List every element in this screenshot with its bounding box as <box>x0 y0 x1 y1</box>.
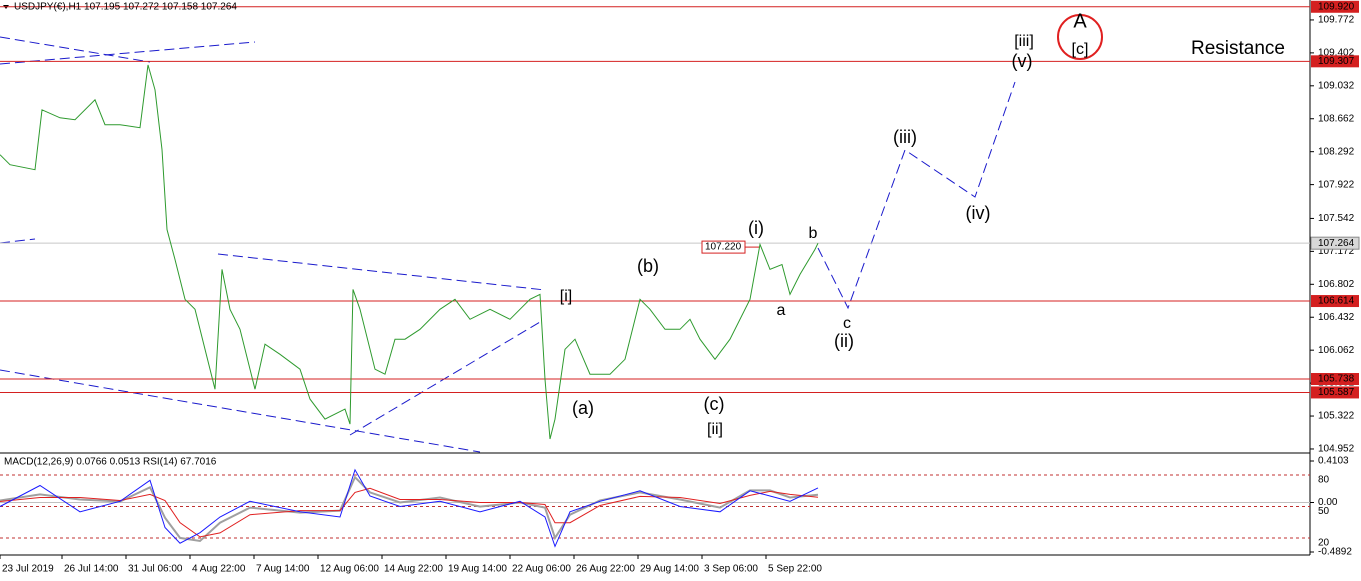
channel-line <box>217 253 546 291</box>
series-line <box>0 468 819 548</box>
y-tick-label: 108.292 <box>1318 146 1355 157</box>
y-tick-label: -0.4892 <box>1318 547 1352 558</box>
channel-line <box>0 41 256 65</box>
y-tick-label: 107.922 <box>1318 179 1355 190</box>
wave-label: [ii] <box>707 421 723 438</box>
wave-label: (c) <box>704 394 725 414</box>
wave-label: (v) <box>1012 51 1033 71</box>
y-tick-label: 0.00 <box>1318 497 1338 508</box>
wave-label: (i) <box>748 218 764 238</box>
wave-label: Resistance <box>1191 38 1285 59</box>
price-label: 106.614 <box>1318 296 1355 307</box>
y-tick-label: 105.322 <box>1318 411 1355 422</box>
y-tick-label: 0.4103 <box>1318 456 1349 467</box>
wave-label: (b) <box>637 256 659 276</box>
y-tick-label: 109.402 <box>1318 48 1355 59</box>
indicator-title: MACD(12,26,9) 0.0766 0.0513 RSI(14) 67.7… <box>4 457 217 468</box>
x-tick-label: 5 Sep 22:00 <box>768 564 822 575</box>
wave-label: a <box>777 302 786 319</box>
channel-line <box>0 238 36 244</box>
price-label-box <box>1311 386 1359 399</box>
current-price-label: 107.264 <box>1318 238 1355 249</box>
chart-title: USDJPY(€),H1 107.195 107.272 107.158 107… <box>14 2 237 13</box>
wave-label: (iv) <box>966 203 991 223</box>
price-label: 109.920 <box>1318 1 1355 12</box>
price-label-box <box>1311 0 1359 13</box>
y-tick-label: 109.772 <box>1318 15 1355 26</box>
y2-tick-label: 50 <box>1318 506 1330 517</box>
price-marker-label: 107.220 <box>705 242 742 253</box>
price-marker-box <box>701 240 746 254</box>
y-tick-label: 108.662 <box>1318 113 1355 124</box>
wave-label: (iii) <box>893 127 917 147</box>
x-tick-label: 26 Aug 22:00 <box>576 564 635 575</box>
y2-tick-label: 80 <box>1318 475 1330 486</box>
x-tick-label: 23 Jul 2019 <box>2 564 54 575</box>
y-tick-label: 104.952 <box>1318 444 1355 455</box>
price-label: 105.738 <box>1318 374 1355 385</box>
wave-label: A <box>1073 10 1087 32</box>
wave-label: [iii] <box>1014 33 1034 50</box>
x-tick-label: 12 Aug 06:00 <box>320 564 379 575</box>
x-tick-label: 29 Aug 14:00 <box>640 564 699 575</box>
x-tick-label: 26 Jul 14:00 <box>64 564 119 575</box>
wave-label: (a) <box>572 398 594 418</box>
price-label: 105.587 <box>1318 387 1355 398</box>
current-price-box <box>1310 236 1360 250</box>
wave-label: (ii) <box>834 331 854 351</box>
price-label-box <box>1311 295 1359 308</box>
x-tick-label: 3 Sep 06:00 <box>704 564 758 575</box>
target-circle <box>1057 14 1103 60</box>
price-label: 109.307 <box>1318 56 1355 67</box>
wave-label: c <box>843 315 851 332</box>
y-tick-label: 107.172 <box>1318 246 1355 257</box>
y-tick-label: 106.802 <box>1318 279 1355 290</box>
series-line <box>0 487 819 538</box>
y2-tick-label: 20 <box>1318 538 1330 549</box>
price-label-box <box>1311 373 1359 386</box>
wave-label: [i] <box>560 288 572 305</box>
wave-label: b <box>809 225 818 242</box>
x-tick-label: 22 Aug 06:00 <box>512 564 571 575</box>
channel-line <box>349 321 541 436</box>
y-tick-label: 107.542 <box>1318 213 1355 224</box>
x-tick-label: 14 Aug 22:00 <box>384 564 443 575</box>
channel-lines <box>0 36 1016 453</box>
wave-label: [c] <box>1072 41 1089 58</box>
x-tick-label: 19 Aug 14:00 <box>448 564 507 575</box>
series-line <box>0 64 819 440</box>
x-tick-label: 31 Jul 06:00 <box>128 564 183 575</box>
channel-line <box>0 369 481 453</box>
price-label-box <box>1311 55 1359 68</box>
y-tick-label: 109.032 <box>1318 80 1355 91</box>
y-tick-label: 106.062 <box>1318 345 1355 356</box>
channel-line <box>0 36 151 63</box>
x-tick-label: 4 Aug 22:00 <box>192 564 246 575</box>
y-tick-label: 106.432 <box>1318 312 1355 323</box>
series-line <box>0 475 819 543</box>
x-tick-label: 7 Aug 14:00 <box>256 564 310 575</box>
